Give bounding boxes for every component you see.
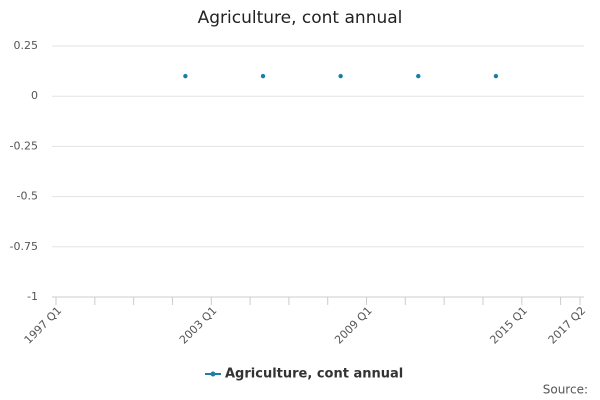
y-tick-label: -0.5 (17, 190, 38, 203)
x-tick-label: 2017 Q2 (546, 304, 589, 347)
y-tick-label: -0.75 (10, 240, 38, 253)
y-tick-label: -1 (27, 290, 38, 303)
x-tick-label: 1997 Q1 (22, 304, 65, 347)
source: Source: (543, 383, 588, 397)
x-tick-label: 2003 Q1 (177, 304, 220, 347)
x-tick-label: 2009 Q1 (332, 304, 375, 347)
x-tick-label: 2015 Q1 (487, 304, 530, 347)
point (338, 73, 343, 79)
y-tick-label: 0.25 (14, 39, 39, 52)
chart-title: Agriculture, cont annual (198, 8, 403, 28)
point (416, 73, 421, 79)
point (493, 73, 499, 79)
point (260, 73, 266, 79)
y-tick-label: -0.25 (10, 139, 38, 152)
point (183, 73, 188, 79)
legend-marker (210, 371, 216, 377)
y-tick-label: 0 (31, 89, 38, 102)
legend-label: Agriculture, cont annual (225, 367, 403, 382)
